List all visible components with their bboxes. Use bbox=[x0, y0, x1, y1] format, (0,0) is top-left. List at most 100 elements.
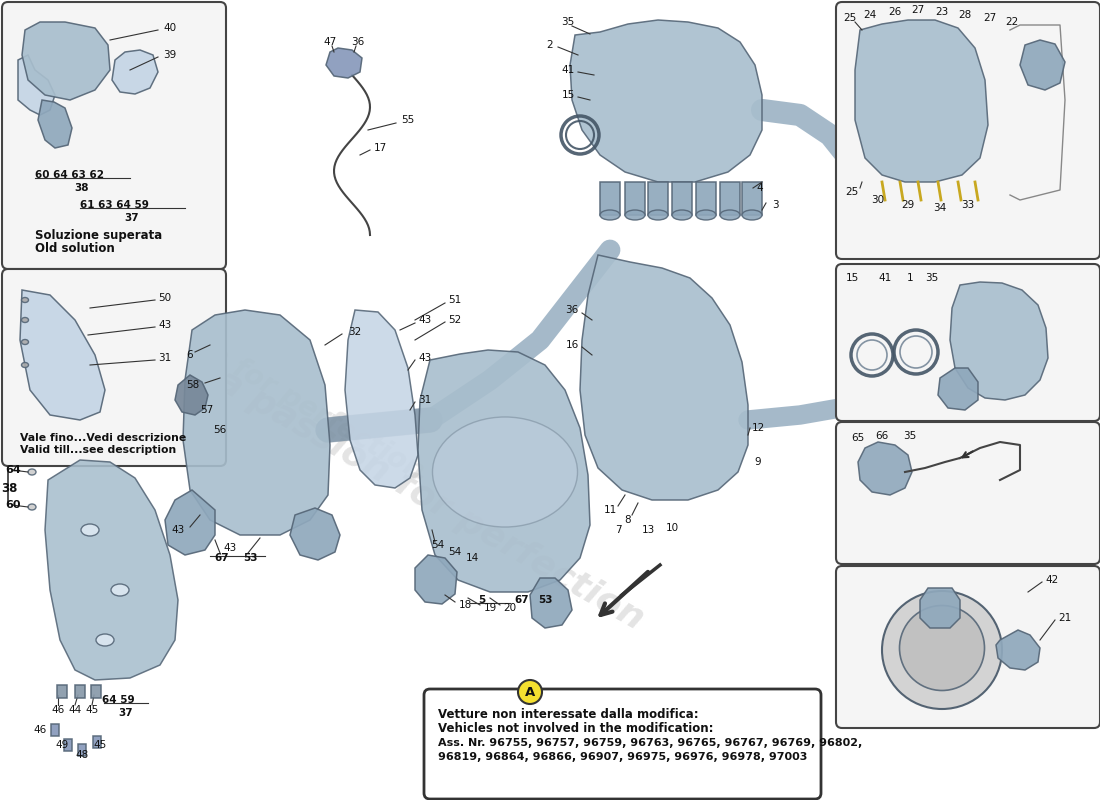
Text: 5: 5 bbox=[478, 595, 485, 605]
Ellipse shape bbox=[28, 469, 36, 475]
Text: 29: 29 bbox=[901, 200, 914, 210]
Text: 41: 41 bbox=[879, 273, 892, 283]
Text: 33: 33 bbox=[961, 200, 975, 210]
Polygon shape bbox=[600, 182, 620, 215]
Text: Vetture non interessate dalla modifica:: Vetture non interessate dalla modifica: bbox=[438, 708, 698, 721]
Text: 3: 3 bbox=[772, 200, 779, 210]
Ellipse shape bbox=[882, 591, 1002, 709]
Text: 54: 54 bbox=[449, 547, 462, 557]
Text: 31: 31 bbox=[418, 395, 431, 405]
Ellipse shape bbox=[900, 606, 984, 690]
Polygon shape bbox=[855, 20, 988, 182]
Text: 67: 67 bbox=[515, 595, 529, 605]
Polygon shape bbox=[415, 555, 456, 604]
Text: 15: 15 bbox=[561, 90, 574, 100]
Text: 67: 67 bbox=[214, 553, 229, 563]
Ellipse shape bbox=[111, 584, 129, 596]
Polygon shape bbox=[950, 282, 1048, 400]
Text: 38: 38 bbox=[1, 482, 18, 494]
Text: 43: 43 bbox=[223, 543, 236, 553]
Text: 51: 51 bbox=[449, 295, 462, 305]
Polygon shape bbox=[57, 685, 67, 698]
Text: A: A bbox=[525, 686, 535, 698]
Polygon shape bbox=[920, 588, 960, 628]
Ellipse shape bbox=[28, 504, 36, 510]
Text: 34: 34 bbox=[934, 203, 947, 213]
Polygon shape bbox=[625, 182, 645, 215]
Text: 45: 45 bbox=[86, 705, 99, 715]
Polygon shape bbox=[1020, 40, 1065, 90]
Ellipse shape bbox=[22, 318, 29, 322]
Text: 6: 6 bbox=[187, 350, 194, 360]
Text: 55: 55 bbox=[402, 115, 415, 125]
Ellipse shape bbox=[22, 298, 29, 302]
Text: Valid till...see description: Valid till...see description bbox=[20, 445, 176, 455]
Text: 12: 12 bbox=[751, 423, 764, 433]
Text: 37: 37 bbox=[124, 213, 140, 223]
Text: 64 59: 64 59 bbox=[101, 695, 134, 705]
Text: 58: 58 bbox=[186, 380, 199, 390]
Polygon shape bbox=[720, 182, 740, 215]
Text: 53: 53 bbox=[538, 595, 552, 605]
Text: 41: 41 bbox=[561, 65, 574, 75]
Polygon shape bbox=[183, 310, 330, 535]
Text: 65: 65 bbox=[851, 433, 865, 443]
FancyBboxPatch shape bbox=[424, 689, 821, 799]
Polygon shape bbox=[938, 368, 978, 410]
Text: 10: 10 bbox=[666, 523, 679, 533]
Text: 24: 24 bbox=[864, 10, 877, 20]
Text: 2: 2 bbox=[547, 40, 553, 50]
Polygon shape bbox=[345, 310, 418, 488]
Ellipse shape bbox=[625, 210, 645, 220]
Text: Vehicles not involved in the modification:: Vehicles not involved in the modificatio… bbox=[438, 722, 714, 735]
Text: 43: 43 bbox=[418, 353, 431, 363]
Text: 9: 9 bbox=[755, 457, 761, 467]
Text: 1: 1 bbox=[906, 273, 913, 283]
Text: 30: 30 bbox=[871, 195, 884, 205]
Text: Old solution: Old solution bbox=[35, 242, 114, 254]
Ellipse shape bbox=[96, 634, 114, 646]
Polygon shape bbox=[64, 739, 72, 751]
Polygon shape bbox=[290, 508, 340, 560]
Polygon shape bbox=[39, 100, 72, 148]
FancyBboxPatch shape bbox=[2, 269, 225, 466]
Text: 13: 13 bbox=[641, 525, 654, 535]
Polygon shape bbox=[580, 255, 748, 500]
FancyBboxPatch shape bbox=[836, 566, 1100, 728]
Polygon shape bbox=[165, 490, 214, 555]
Text: Soluzione superata: Soluzione superata bbox=[35, 229, 163, 242]
Text: 36: 36 bbox=[351, 37, 364, 47]
Text: 42: 42 bbox=[1045, 575, 1058, 585]
Text: 46: 46 bbox=[33, 725, 46, 735]
FancyBboxPatch shape bbox=[2, 2, 225, 269]
Text: 48: 48 bbox=[76, 750, 89, 760]
Circle shape bbox=[518, 680, 542, 704]
Polygon shape bbox=[45, 460, 178, 680]
Text: 53: 53 bbox=[243, 553, 257, 563]
Text: 45: 45 bbox=[94, 740, 107, 750]
Polygon shape bbox=[78, 744, 86, 756]
Text: 52: 52 bbox=[449, 315, 462, 325]
Polygon shape bbox=[75, 685, 85, 698]
Ellipse shape bbox=[696, 210, 716, 220]
Text: 38: 38 bbox=[75, 183, 89, 193]
Text: 18: 18 bbox=[459, 600, 472, 610]
Text: 25: 25 bbox=[846, 187, 859, 197]
Text: 8: 8 bbox=[625, 515, 631, 525]
Text: 7: 7 bbox=[615, 525, 622, 535]
Text: 43: 43 bbox=[158, 320, 172, 330]
Polygon shape bbox=[530, 578, 572, 628]
Polygon shape bbox=[51, 724, 59, 736]
Text: 66: 66 bbox=[876, 431, 889, 441]
Text: 60: 60 bbox=[6, 500, 21, 510]
Polygon shape bbox=[91, 685, 101, 698]
Text: 27: 27 bbox=[912, 5, 925, 15]
Text: 23: 23 bbox=[935, 7, 948, 17]
Polygon shape bbox=[672, 182, 692, 215]
FancyBboxPatch shape bbox=[836, 264, 1100, 421]
Text: 43: 43 bbox=[418, 315, 431, 325]
Ellipse shape bbox=[81, 524, 99, 536]
Text: 17: 17 bbox=[373, 143, 386, 153]
Text: 57: 57 bbox=[200, 405, 213, 415]
Polygon shape bbox=[22, 22, 110, 100]
